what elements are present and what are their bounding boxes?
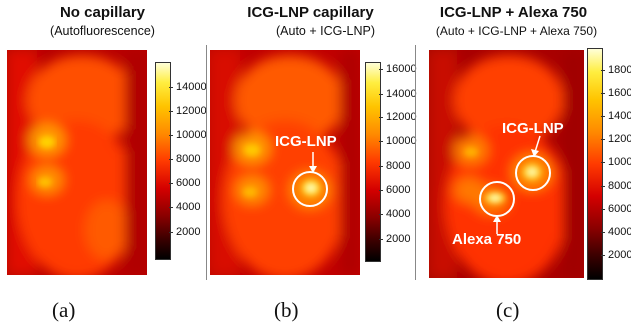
ICG-LNP-arrow-icon xyxy=(309,152,317,173)
colorbar-tick: 10000 xyxy=(601,156,631,168)
colorbar-tick: 16000 xyxy=(379,63,417,75)
colorbar xyxy=(365,62,381,262)
panel-divider xyxy=(206,45,207,280)
ICG-LNP-arrow-icon xyxy=(531,135,541,157)
colorbar-tick: 6000 xyxy=(600,203,631,215)
colorbar-tick: 8000 xyxy=(600,180,631,192)
Alexa-750-marker-circle xyxy=(479,181,515,217)
panel-title: No capillary xyxy=(59,4,146,21)
ICG-LNP-label: ICG-LNP xyxy=(502,120,564,137)
panel-divider xyxy=(415,45,416,280)
panel-subtitle: (Autofluorescence) xyxy=(50,24,155,38)
colorbar-tick: 12000 xyxy=(601,133,631,145)
colorbar-tick: 10000 xyxy=(169,129,207,141)
colorbar-tick: 10000 xyxy=(379,135,417,147)
colorbar-tick: 14000 xyxy=(601,110,631,122)
colorbar-tick: 6000 xyxy=(378,184,411,196)
colorbar-tick: 8000 xyxy=(378,160,411,172)
Alexa-750-arrow-icon xyxy=(493,215,501,234)
colorbar-tick: 14000 xyxy=(169,81,207,93)
colorbar-tick: 6000 xyxy=(168,177,201,189)
fluorescence-image xyxy=(7,50,147,275)
colorbar xyxy=(155,62,171,260)
colorbar-tick: 12000 xyxy=(379,111,417,123)
panel-title: ICG-LNP capillary xyxy=(247,4,374,21)
colorbar-tick: 14000 xyxy=(379,88,417,100)
colorbar-tick: 4000 xyxy=(378,208,411,220)
ICG-LNP-marker-circle xyxy=(292,171,328,207)
panel-b: ICG-LNP capillary (Auto + ICG-LNP) ICG-L… xyxy=(207,0,417,322)
fluorescence-image xyxy=(210,50,360,275)
ICG-LNP-label: ICG-LNP xyxy=(275,133,337,150)
colorbar-tick: 2000 xyxy=(600,249,631,261)
Alexa-750-label: Alexa 750 xyxy=(452,231,522,248)
colorbar-tick: 16000 xyxy=(601,87,631,99)
colorbar xyxy=(587,48,603,280)
colorbar-tick: 2000 xyxy=(168,226,201,238)
panel-label: (b) xyxy=(274,298,299,322)
colorbar-tick: 12000 xyxy=(169,105,207,117)
panel-a: No capillary (Autofluorescence) 14000 12… xyxy=(0,0,207,322)
colorbar-tick: 18000 xyxy=(601,64,631,76)
panel-c: ICG-LNP + Alexa 750 (Auto + ICG-LNP + Al… xyxy=(416,0,631,322)
panel-label: (a) xyxy=(52,298,76,322)
panel-label: (c) xyxy=(496,298,520,322)
colorbar-tick: 8000 xyxy=(168,153,201,165)
colorbar-tick: 4000 xyxy=(168,201,201,213)
panel-title: ICG-LNP + Alexa 750 xyxy=(439,4,588,21)
ICG-LNP-marker-circle xyxy=(515,155,551,191)
panel-subtitle: (Auto + ICG-LNP + Alexa 750) xyxy=(435,24,598,38)
colorbar-tick: 2000 xyxy=(378,233,411,245)
panel-subtitle: (Auto + ICG-LNP) xyxy=(276,24,375,38)
colorbar-tick: 4000 xyxy=(600,226,631,238)
